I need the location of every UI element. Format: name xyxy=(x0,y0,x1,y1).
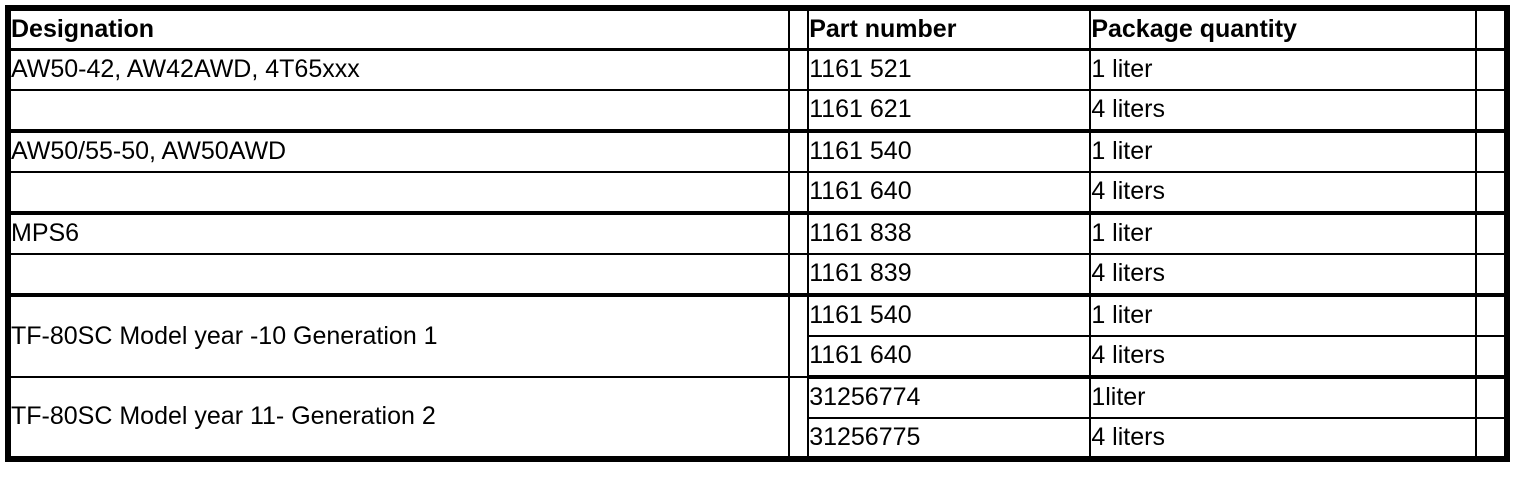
table-row: 31256775 4 liters xyxy=(8,417,1509,460)
table-row: AW50-42, AW42AWD, 4T65xxx 1161 521 1 lit… xyxy=(6,48,1509,91)
part-number-cell: 1161 640 xyxy=(807,171,1092,215)
package-quantity-cell: 1liter xyxy=(1089,376,1477,419)
end-spacer-cell xyxy=(1474,89,1509,133)
package-quantity-cell: 1 liter xyxy=(1089,294,1477,337)
part-number-cell: 31256774 xyxy=(807,376,1092,419)
part-number-cell: 1161 540 xyxy=(807,294,1092,337)
part-number-cell: 1161 540 xyxy=(807,130,1092,173)
table-row: 1161 640 4 liters xyxy=(6,171,1509,215)
spacer-cell xyxy=(788,253,810,297)
spacer-cell xyxy=(788,376,810,460)
designation-cell-empty xyxy=(6,89,791,133)
package-quantity-cell: 4 liters xyxy=(1089,253,1477,297)
parts-table-container: Designation Part number Package quantity… xyxy=(5,5,1510,462)
table-row: TF-80SC Model year -10 Generation 1 1161… xyxy=(6,294,1509,378)
end-spacer-cell xyxy=(1474,376,1509,419)
designation-column-header: Designation xyxy=(6,7,791,51)
spacer-column-header xyxy=(788,7,810,51)
end-spacer-cell xyxy=(1474,417,1509,460)
part-number-cell: 1161 640 xyxy=(807,335,1092,379)
part-number-cell: 1161 839 xyxy=(807,253,1092,297)
designation-cell-empty xyxy=(6,171,791,215)
package-quantity-cell: 4 liters xyxy=(1089,417,1477,460)
table-row: 1161 839 4 liters xyxy=(6,253,1509,297)
spacer-cell xyxy=(788,212,810,255)
package-quantity-column-header: Package quantity xyxy=(1089,7,1477,51)
end-spacer-cell xyxy=(1474,171,1509,215)
package-quantity-cell: 1 liter xyxy=(1089,48,1477,91)
table-row: 1161 621 4 liters xyxy=(6,89,1509,133)
designation-cell: MPS6 xyxy=(6,212,791,255)
designation-cell: AW50-42, AW42AWD, 4T65xxx xyxy=(6,48,791,91)
end-spacer-cell xyxy=(1474,294,1509,337)
table-row: MPS6 1161 838 1 liter xyxy=(6,212,1509,255)
designation-cell: AW50/55-50, AW50AWD xyxy=(6,130,791,173)
table-row: TF-80SC Model year 11- Generation 2 3125… xyxy=(6,376,1509,460)
package-quantity-cell: 1 liter xyxy=(1089,130,1477,173)
part-number-cell: 31256775 xyxy=(807,417,1092,460)
end-spacer-cell xyxy=(1474,212,1509,255)
parts-table: Designation Part number Package quantity… xyxy=(5,5,1510,462)
end-spacer-cell xyxy=(1474,48,1509,91)
part-number-cell: 1161 838 xyxy=(807,212,1092,255)
table-row: AW50/55-50, AW50AWD 1161 540 1 liter xyxy=(6,130,1509,173)
table-header-row: Designation Part number Package quantity xyxy=(6,7,1509,51)
spacer-cell xyxy=(788,89,810,133)
part-number-column-header: Part number xyxy=(807,7,1092,51)
end-spacer-column-header xyxy=(1474,7,1509,51)
spacer-cell xyxy=(788,171,810,215)
package-quantity-cell: 4 liters xyxy=(1089,335,1477,379)
designation-cell: TF-80SC Model year -10 Generation 1 xyxy=(6,294,791,378)
part-number-cell: 1161 521 xyxy=(807,48,1092,91)
designation-cell: TF-80SC Model year 11- Generation 2 xyxy=(6,376,791,460)
designation-cell-empty xyxy=(6,253,791,297)
end-spacer-cell xyxy=(1474,130,1509,173)
spacer-cell xyxy=(788,130,810,173)
package-quantity-cell: 4 liters xyxy=(1089,89,1477,133)
package-quantity-cell: 4 liters xyxy=(1089,171,1477,215)
package-quantity-cell: 1 liter xyxy=(1089,212,1477,255)
spacer-cell xyxy=(788,294,810,378)
end-spacer-cell xyxy=(1474,335,1509,379)
part-number-cell: 1161 621 xyxy=(807,89,1092,133)
table-row: 1161 640 4 liters xyxy=(8,335,1509,379)
end-spacer-cell xyxy=(1474,253,1509,297)
spacer-cell xyxy=(788,48,810,91)
